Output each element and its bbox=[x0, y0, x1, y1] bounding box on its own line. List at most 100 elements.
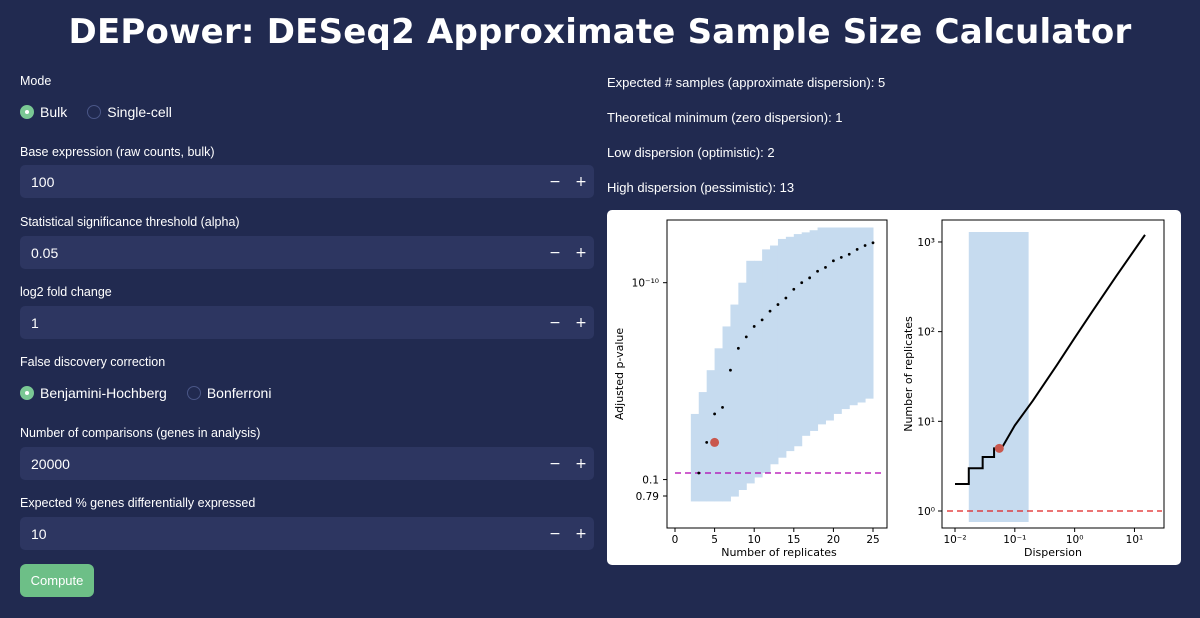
increment-button[interactable]: + bbox=[575, 455, 587, 472]
alpha-input[interactable]: 0.05 − + bbox=[20, 236, 594, 269]
data-point bbox=[855, 247, 859, 251]
right-plot-band bbox=[968, 232, 1029, 522]
increment-button[interactable]: + bbox=[575, 525, 587, 542]
y-tick-label: 10⁰ bbox=[917, 506, 935, 518]
alpha-value[interactable]: 0.05 bbox=[31, 244, 59, 261]
data-point bbox=[744, 335, 748, 339]
x-tick-label: 25 bbox=[866, 534, 879, 546]
base-expression-input[interactable]: 100 − + bbox=[20, 165, 594, 198]
log2fc-value[interactable]: 1 bbox=[31, 314, 39, 331]
radio-selected-icon[interactable] bbox=[20, 105, 34, 119]
data-point bbox=[824, 265, 827, 269]
left-ylabel: Adjusted p-value bbox=[613, 328, 626, 421]
y-tick-label: 10⁻¹⁰ bbox=[632, 278, 659, 290]
data-point bbox=[816, 269, 819, 273]
decrement-button[interactable]: − bbox=[549, 173, 561, 190]
plots-svg: 0 5 10 15 20 25 10⁻¹⁰ 0.1 0.79 Number of replic… bbox=[613, 219, 1165, 559]
band-segment bbox=[865, 227, 874, 399]
y-tick-label: 10³ bbox=[917, 237, 935, 249]
decrement-button[interactable]: − bbox=[549, 314, 561, 331]
pct-de-value[interactable]: 10 bbox=[31, 525, 47, 542]
alpha-label: Statistical significance threshold (alph… bbox=[20, 215, 240, 229]
band-segment bbox=[849, 227, 858, 406]
band-segment bbox=[770, 245, 779, 465]
compute-button[interactable]: Compute bbox=[20, 564, 94, 597]
data-point bbox=[736, 346, 740, 350]
data-point bbox=[839, 256, 843, 259]
y-tick-label: 10² bbox=[917, 327, 935, 339]
result-low-dispersion: Low dispersion (optimistic): 2 bbox=[607, 145, 775, 160]
mode-label: Mode bbox=[20, 74, 52, 88]
increment-button[interactable]: + bbox=[575, 314, 587, 331]
data-point bbox=[847, 252, 851, 256]
data-point bbox=[768, 309, 772, 313]
data-point bbox=[760, 318, 764, 322]
increment-button[interactable]: + bbox=[575, 173, 587, 190]
fdr-radio-group: Benjamini-Hochberg Bonferroni bbox=[20, 385, 291, 401]
x-tick-label: 0 bbox=[672, 534, 679, 546]
mode-option-single-cell[interactable]: Single-cell bbox=[87, 104, 172, 120]
band-segment bbox=[706, 370, 716, 502]
data-point bbox=[721, 405, 724, 409]
right-plot-points bbox=[994, 443, 1004, 453]
band-rect bbox=[968, 232, 1029, 522]
left-plot-points bbox=[697, 241, 875, 475]
x-tick-label: 10¹ bbox=[1126, 534, 1144, 546]
data-point bbox=[713, 412, 716, 416]
data-point bbox=[784, 296, 788, 300]
fdr-option-bonferroni[interactable]: Bonferroni bbox=[186, 385, 271, 401]
result-expected: Expected # samples (approximate dispersi… bbox=[607, 75, 886, 90]
x-tick-label: 10⁰ bbox=[1066, 534, 1084, 546]
page-title: DEPower: DESeq2 Approximate Sample Size … bbox=[68, 12, 1132, 52]
decrement-button[interactable]: − bbox=[549, 244, 561, 261]
mode-option-bulk[interactable]: Bulk bbox=[20, 104, 67, 120]
right-plot-frame bbox=[941, 219, 1165, 529]
increment-button[interactable]: + bbox=[575, 244, 587, 261]
left-xlabel: Number of replicates bbox=[721, 546, 837, 559]
fdr-option-label: Benjamini-Hochberg bbox=[40, 385, 167, 401]
result-theoretical-min: Theoretical minimum (zero dispersion): 1 bbox=[607, 110, 843, 125]
band-segment bbox=[777, 238, 787, 458]
left-x-ticks: 0 5 10 15 20 25 bbox=[672, 528, 880, 546]
decrement-button[interactable]: − bbox=[549, 455, 561, 472]
data-point bbox=[776, 303, 780, 306]
band-segment bbox=[801, 232, 811, 436]
mode-option-label: Single-cell bbox=[107, 104, 172, 120]
radio-unselected-icon[interactable] bbox=[87, 105, 102, 119]
left-plot-frame bbox=[666, 219, 888, 529]
x-tick-label: 5 bbox=[711, 534, 718, 546]
base-expression-label: Base expression (raw counts, bulk) bbox=[20, 145, 215, 159]
base-expression-value[interactable]: 100 bbox=[31, 173, 55, 190]
data-point bbox=[697, 471, 701, 475]
x-tick-label: 10 bbox=[748, 534, 761, 546]
comparisons-input[interactable]: 20000 − + bbox=[20, 447, 594, 480]
decrement-button[interactable]: − bbox=[549, 525, 561, 542]
band-segment bbox=[698, 392, 708, 502]
band-segment bbox=[730, 304, 739, 497]
fdr-option-bh[interactable]: Benjamini-Hochberg bbox=[20, 385, 167, 401]
plot-card: 0 5 10 15 20 25 10⁻¹⁰ 0.1 0.79 Number of replic… bbox=[607, 210, 1181, 565]
band-segment bbox=[722, 326, 731, 502]
band-segment bbox=[857, 227, 866, 403]
highlight-point bbox=[710, 437, 720, 447]
data-point bbox=[832, 259, 835, 263]
right-x-ticks: 10⁻² 10⁻¹ 10⁰ 10¹ bbox=[943, 528, 1143, 546]
radio-unselected-icon[interactable] bbox=[186, 386, 201, 400]
band-segment bbox=[817, 227, 826, 425]
fdr-label: False discovery correction bbox=[20, 355, 166, 369]
band-segment bbox=[754, 260, 763, 478]
x-tick-label: 10⁻¹ bbox=[1003, 534, 1026, 546]
band-segment bbox=[833, 227, 842, 414]
x-tick-label: 15 bbox=[787, 534, 800, 546]
comparisons-value[interactable]: 20000 bbox=[31, 455, 70, 472]
radio-selected-icon[interactable] bbox=[20, 386, 34, 400]
y-tick-label: 10¹ bbox=[917, 416, 935, 428]
band-segment bbox=[785, 236, 795, 452]
band-segment bbox=[690, 413, 700, 502]
band-segment bbox=[809, 230, 819, 431]
data-point bbox=[808, 276, 812, 280]
log2fc-input[interactable]: 1 − + bbox=[20, 306, 594, 339]
data-point bbox=[729, 368, 732, 372]
pct-de-input[interactable]: 10 − + bbox=[20, 517, 594, 550]
band-segment bbox=[825, 227, 834, 421]
